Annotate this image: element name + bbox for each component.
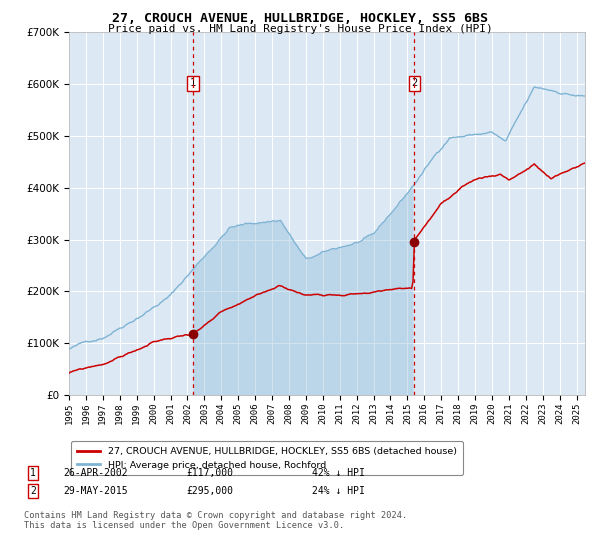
Text: 1: 1 (30, 468, 36, 478)
Text: 1: 1 (190, 78, 196, 88)
Text: 26-APR-2002: 26-APR-2002 (63, 468, 128, 478)
Text: 29-MAY-2015: 29-MAY-2015 (63, 486, 128, 496)
Legend: 27, CROUCH AVENUE, HULLBRIDGE, HOCKLEY, SS5 6BS (detached house), HPI: Average p: 27, CROUCH AVENUE, HULLBRIDGE, HOCKLEY, … (71, 441, 463, 475)
Text: 27, CROUCH AVENUE, HULLBRIDGE, HOCKLEY, SS5 6BS: 27, CROUCH AVENUE, HULLBRIDGE, HOCKLEY, … (112, 12, 488, 25)
Text: 2: 2 (411, 78, 418, 88)
Text: Contains HM Land Registry data © Crown copyright and database right 2024.
This d: Contains HM Land Registry data © Crown c… (24, 511, 407, 530)
Text: 42% ↓ HPI: 42% ↓ HPI (312, 468, 365, 478)
Text: £295,000: £295,000 (186, 486, 233, 496)
Text: Price paid vs. HM Land Registry's House Price Index (HPI): Price paid vs. HM Land Registry's House … (107, 24, 493, 34)
Text: 24% ↓ HPI: 24% ↓ HPI (312, 486, 365, 496)
Text: 2: 2 (30, 486, 36, 496)
Text: £117,000: £117,000 (186, 468, 233, 478)
